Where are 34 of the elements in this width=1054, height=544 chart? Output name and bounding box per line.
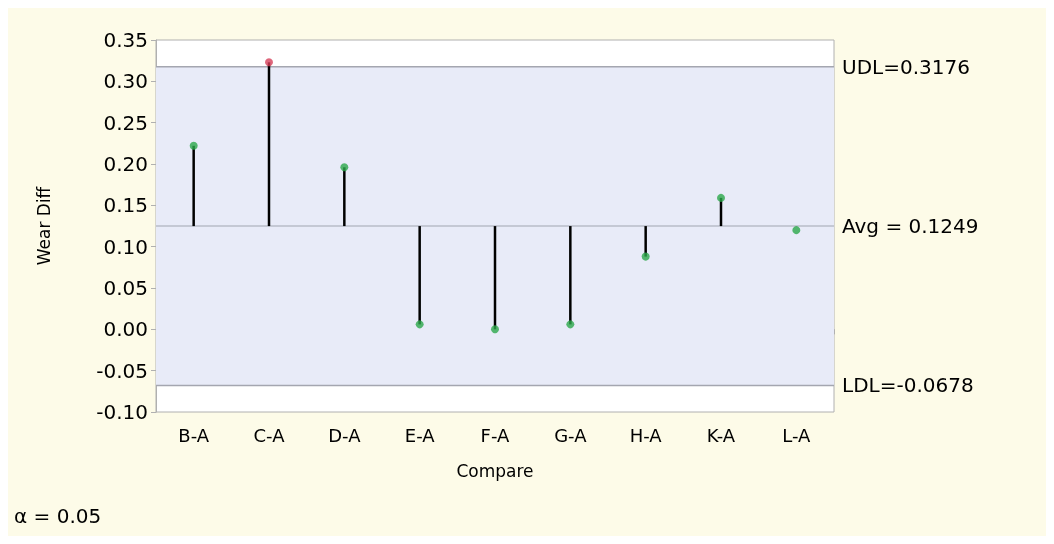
- point: [189, 141, 198, 150]
- y-tick-label: 0.25: [103, 110, 148, 135]
- x-tick-label: D-A: [328, 424, 362, 446]
- point: [717, 193, 725, 202]
- x-axis-title: Compare: [456, 460, 534, 481]
- text: α = 0.05: [14, 504, 102, 528]
- point: [265, 58, 273, 67]
- y-tick-label: 0.30: [103, 69, 148, 94]
- x-tick-label: L-A: [782, 424, 812, 446]
- point: [491, 325, 499, 334]
- x-tick-label: G-A: [554, 424, 588, 446]
- point: [792, 226, 801, 235]
- y-tick-label: -0.05: [96, 358, 148, 383]
- point: [641, 252, 650, 261]
- y-tick-label: 0.00: [103, 317, 148, 342]
- ref-line-label: LDL=-0.0678: [842, 373, 974, 398]
- y-tick-label: 0.05: [103, 276, 148, 300]
- x-tick-label: F-A: [480, 424, 511, 446]
- y-tick-label: 0.35: [103, 28, 148, 52]
- x-tick-label: K-A: [706, 424, 736, 446]
- y-tick-label: 0.20: [103, 152, 148, 176]
- x-tick-label: H-A: [629, 424, 663, 446]
- x-tick-label: E-A: [404, 424, 436, 446]
- y-tick-label: 0.10: [103, 234, 148, 259]
- y-tick-label: -0.10: [96, 400, 148, 424]
- x-tick-label: B-A: [178, 424, 210, 446]
- y-axis-title: Wear Diff: [33, 185, 54, 266]
- ref-line-label: Avg = 0.1249: [842, 214, 979, 239]
- ref-line-label: UDL=0.3176: [842, 54, 970, 79]
- point: [566, 320, 575, 329]
- y-tick-label: 0.15: [103, 193, 148, 218]
- point: [415, 320, 424, 329]
- point: [340, 163, 349, 172]
- x-tick-label: C-A: [253, 424, 286, 446]
